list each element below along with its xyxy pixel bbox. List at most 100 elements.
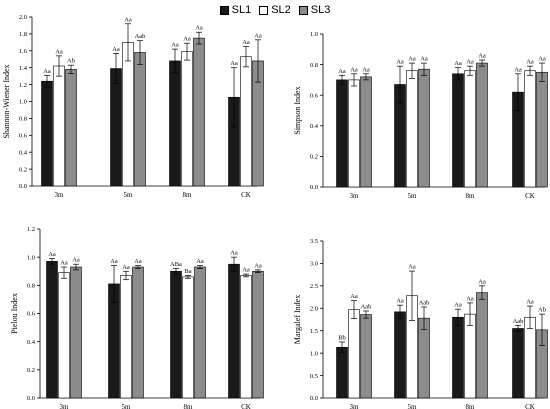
chart3-data-label: Aa (396, 298, 404, 305)
chart0-data-label: Aa (230, 60, 238, 67)
chart0-x-tick-label: 3m (55, 191, 65, 199)
chart0-data-label: Aa (254, 32, 262, 39)
chart2-bar-sl1 (46, 261, 58, 399)
chart0-y-tick-label: 0.4 (19, 149, 28, 156)
chart1-bar-sl3 (360, 76, 372, 188)
chart3-bar-sl1 (394, 311, 406, 399)
chart0-data-label: Aa (43, 68, 51, 75)
legend-label-sl3: SL3 (310, 4, 331, 16)
chart0-bar-sl2 (53, 65, 65, 187)
chart2-data-label: Aa (110, 258, 118, 265)
chart2-x-tick-label: 5m (122, 403, 132, 409)
chart2-bar-sl3 (194, 266, 206, 399)
legend-swatch-sl2 (259, 5, 269, 15)
chart2-bar-sl3 (252, 270, 264, 399)
chart3-y-tick-label: 1.0 (310, 350, 318, 357)
chart1-data-label: Aa (454, 60, 462, 67)
chart0-data-label: Aa (195, 25, 203, 32)
chart2-x-tick-label: 8m (184, 403, 194, 409)
chart3-x-tick-label: 8m (466, 403, 476, 409)
chart1-bar-sl3 (476, 62, 488, 188)
chart2-data-label: Ba (184, 268, 191, 275)
chart2-x-tick-label: CK (241, 403, 251, 409)
chart3-data-label: Aab (361, 303, 372, 310)
legend-swatch-sl3 (298, 5, 308, 15)
chart1-data-label: Aa (362, 66, 370, 73)
legend-item-sl3: SL3 (298, 3, 331, 17)
chart0-y-tick-label: 0.0 (19, 183, 27, 190)
chart3-bar-sl1 (452, 316, 464, 399)
chart2-data-label: Aa (242, 267, 250, 274)
chart3-x-tick-label: 3m (350, 403, 360, 409)
chart0-data-label: Aab (135, 33, 146, 40)
chart2-data-label: ABa (170, 261, 182, 268)
chart1-bar-sl2 (348, 79, 360, 188)
chart2-data-label: Aa (134, 258, 142, 265)
chart0-data-label: Aa (112, 46, 120, 53)
chart3-x-tick-label: 5m (408, 403, 418, 409)
chart3-y-axis-label: Margalef Index (293, 295, 302, 344)
chart3-data-label: Aa (350, 293, 358, 300)
chart0-x-tick-label: 8m (183, 191, 193, 199)
chart0-data-label: Aa (124, 16, 132, 23)
chart3-bar-sl2 (524, 316, 536, 399)
chart1-bar-sl3 (418, 68, 430, 188)
chart3-bar-sl2 (348, 309, 360, 399)
legend-swatch-sl1 (219, 5, 229, 15)
legend-label-sl1: SL1 (231, 4, 252, 16)
chart0-bar-sl2 (122, 42, 134, 187)
chart1-bar-sl2 (464, 70, 476, 188)
chart1-data-label: Aa (526, 59, 534, 66)
chart3-data-label: Aa (454, 302, 462, 309)
chart2-bar-sl2 (120, 275, 132, 399)
chart1-data-label: Aa (350, 66, 358, 73)
chart2-bar-sl1 (228, 263, 240, 399)
chart2-y-tick-label: 0.0 (27, 395, 35, 402)
chart1-x-tick-label: 8m (466, 192, 476, 200)
chart1-y-tick-label: 0.6 (310, 92, 319, 99)
chart1-bar-sl1 (452, 73, 464, 188)
chart2-y-tick-label: 0.8 (27, 283, 35, 290)
chart0-data-label: Aa (55, 48, 63, 55)
chart2-bar-sl2 (240, 275, 252, 399)
chart2-bar-sl3 (70, 266, 82, 399)
chart0-y-tick-label: 1.8 (19, 31, 27, 38)
chart3-data-label: Ab (538, 307, 546, 314)
chart2-data-label: Aa (230, 250, 238, 257)
chart3-bar-sl3 (418, 317, 430, 399)
chart2-y-tick-label: 1.0 (27, 254, 35, 261)
chart3-data-label: Aab (513, 318, 524, 325)
chart1-data-label: Aa (478, 53, 486, 60)
chart2-y-tick-label: 0.2 (27, 367, 35, 374)
chart1-data-label: Aa (538, 56, 546, 63)
chart3-data-label: Aa (526, 299, 534, 306)
chart3-data-label: Bb (338, 334, 346, 341)
chart3-x-tick-label: CK (525, 403, 535, 409)
legend-item-sl2: SL2 (259, 3, 291, 17)
chart1-y-tick-label: 0.4 (310, 123, 319, 130)
chart1-x-tick-label: 5m (408, 192, 418, 200)
chart3-y-tick-label: 3.5 (310, 238, 318, 245)
chart0-y-tick-label: 0.2 (19, 166, 27, 173)
chart2-data-label: Aa (254, 262, 262, 269)
chart2-bar-sl2 (182, 276, 194, 399)
legend-item-sl1: SL1 (219, 3, 252, 17)
chart1-data-label: Aa (420, 56, 428, 63)
chart0-bar-sl2 (240, 56, 252, 187)
chart2-y-tick-label: 0.6 (27, 311, 36, 318)
chart0-x-tick-label: 5m (124, 191, 134, 199)
chart0-y-tick-label: 1.6 (19, 48, 28, 55)
legend-label-sl2: SL2 (271, 4, 291, 16)
chart1-bar-sl2 (406, 70, 418, 188)
chart2-data-label: Aa (48, 251, 56, 258)
chart1-data-label: Aa (408, 56, 416, 63)
chart3-bar-sl1 (512, 328, 524, 399)
chart2-bar-sl1 (170, 270, 182, 399)
chart3-data-label: Aa (466, 295, 474, 302)
chart0-y-tick-label: 2.0 (19, 14, 27, 21)
chart2-y-axis-label: Pielou Index (10, 293, 19, 334)
chart1-data-label: Aa (396, 59, 404, 66)
chart0-data-label: Aa (242, 39, 250, 46)
chart1-y-tick-label: 0.8 (310, 62, 318, 69)
